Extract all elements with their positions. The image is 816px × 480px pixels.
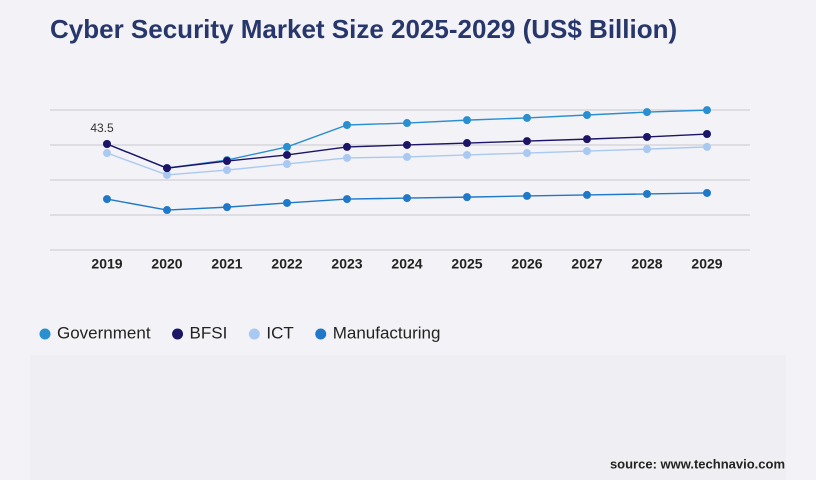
x-tick-label: 2026 [511, 256, 542, 272]
legend-label: ICT [266, 323, 293, 342]
data-point [223, 157, 231, 166]
data-point [463, 193, 471, 202]
data-point [703, 188, 711, 197]
data-point [703, 106, 711, 115]
data-point [223, 203, 231, 212]
data-point [343, 120, 351, 129]
data-point [223, 166, 231, 175]
x-tick-label: 2019 [91, 256, 122, 272]
data-point [523, 137, 531, 146]
data-point [583, 111, 591, 120]
x-tick-label: 2027 [571, 256, 602, 272]
data-point [523, 149, 531, 158]
legend-label: BFSI [190, 323, 228, 342]
legend-label: Manufacturing [333, 323, 441, 342]
x-tick-label: 2024 [391, 256, 422, 272]
x-tick-label: 2020 [151, 256, 182, 272]
chart-title: Cyber Security Market Size 2025-2029 (US… [50, 14, 677, 44]
panel [30, 355, 786, 480]
x-tick-label: 2021 [211, 256, 242, 272]
data-point [283, 159, 291, 168]
data-point [643, 145, 651, 154]
data-point [643, 189, 651, 198]
x-tick-label: 2022 [271, 256, 302, 272]
x-tick-label: 2028 [631, 256, 662, 272]
data-point [463, 150, 471, 159]
data-point [103, 195, 111, 204]
data-label: 43.5 [90, 121, 114, 135]
data-point [643, 132, 651, 141]
data-point [463, 116, 471, 125]
data-point [523, 113, 531, 122]
data-point [463, 139, 471, 148]
data-point [283, 198, 291, 207]
source: source: www.technavio.com [610, 456, 785, 471]
data-point [523, 191, 531, 200]
data-point [283, 150, 291, 159]
legend-marker [39, 328, 51, 340]
data-point [103, 149, 111, 158]
legend-marker [248, 328, 260, 340]
data-point [103, 140, 111, 149]
data-point [403, 194, 411, 203]
data-point [283, 142, 291, 151]
data-point [343, 142, 351, 151]
data-point [403, 119, 411, 128]
data-point [583, 190, 591, 199]
legend-marker [315, 328, 327, 340]
data-point [643, 108, 651, 117]
data-point [163, 206, 171, 215]
x-tick-label: 2023 [331, 256, 362, 272]
x-tick-label: 2029 [691, 256, 722, 272]
data-point [403, 152, 411, 161]
x-tick-label: 2025 [451, 256, 482, 272]
legend-label: Government [57, 323, 151, 342]
data-point [583, 147, 591, 156]
data-point [163, 170, 171, 179]
legend-marker [172, 328, 184, 340]
data-point [343, 195, 351, 204]
data-point [583, 135, 591, 144]
data-point [163, 164, 171, 173]
data-point [703, 142, 711, 151]
data-point [403, 140, 411, 149]
data-point [703, 130, 711, 139]
data-point [343, 153, 351, 162]
